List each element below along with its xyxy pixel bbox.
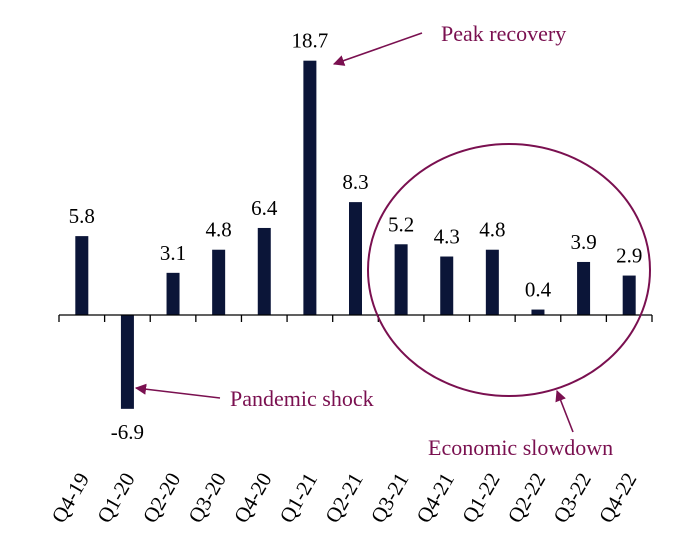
x-tick-label-q4-20: Q4-20 <box>229 469 277 527</box>
value-label-q3-20: 4.8 <box>206 218 232 242</box>
x-tick-label-q3-21: Q3-21 <box>366 469 414 527</box>
value-label-q3-21: 5.2 <box>388 212 414 236</box>
bar-q3-21 <box>394 244 408 315</box>
x-tick-label-q1-21: Q1-21 <box>275 469 323 527</box>
bar-q2-22 <box>531 309 545 315</box>
value-label-q2-20: 3.1 <box>160 241 186 265</box>
bar-q3-20 <box>212 249 226 315</box>
bar-q2-20 <box>166 272 180 315</box>
slowdown-circle <box>367 143 651 397</box>
bar-q4-20 <box>257 227 271 315</box>
x-tick-label-q4-22: Q4-22 <box>594 469 642 527</box>
peak-annotation: Peak recovery <box>441 21 566 46</box>
slowdown-annotation: Economic slowdown <box>428 435 613 460</box>
bar-q1-21 <box>303 60 317 316</box>
value-label-q2-22: 0.4 <box>525 278 552 302</box>
x-tick-label-q3-20: Q3-20 <box>183 469 231 527</box>
value-label-q2-21: 8.3 <box>342 170 368 194</box>
x-tick-label-q4-19: Q4-19 <box>47 469 95 527</box>
slowdown-arrow <box>555 389 574 433</box>
value-label-q4-20: 6.4 <box>251 196 278 220</box>
x-tick-label-q1-20: Q1-20 <box>92 469 140 527</box>
bar-q1-22 <box>485 249 499 315</box>
x-tick-label-q2-22: Q2-22 <box>503 469 551 527</box>
bar-q4-22 <box>622 275 636 315</box>
value-label-q1-22: 4.8 <box>479 218 505 242</box>
shock-arrow <box>134 383 221 399</box>
bar-q2-21 <box>349 202 362 315</box>
bar-q4-19 <box>75 236 89 315</box>
bar-q3-22 <box>577 261 591 315</box>
peak-arrow <box>332 32 423 66</box>
value-label-q4-22: 2.9 <box>616 244 642 268</box>
value-label-q4-21: 4.3 <box>434 225 460 249</box>
value-label-q1-21: 18.7 <box>292 29 329 53</box>
x-tick-label-q4-21: Q4-21 <box>411 469 459 527</box>
x-tick-label-q2-21: Q2-21 <box>320 469 368 527</box>
value-label-q1-20: -6.9 <box>111 420 144 444</box>
x-tick-label-q2-20: Q2-20 <box>138 469 186 527</box>
x-tick-label-q1-22: Q1-22 <box>457 469 505 527</box>
x-tick-label-q3-22: Q3-22 <box>548 469 596 527</box>
value-label-q3-22: 3.9 <box>570 230 596 254</box>
bar-q4-21 <box>440 256 454 315</box>
shock-annotation: Pandemic shock <box>230 386 374 411</box>
value-label-q4-19: 5.8 <box>69 204 95 228</box>
bar-q1-20 <box>120 315 134 409</box>
